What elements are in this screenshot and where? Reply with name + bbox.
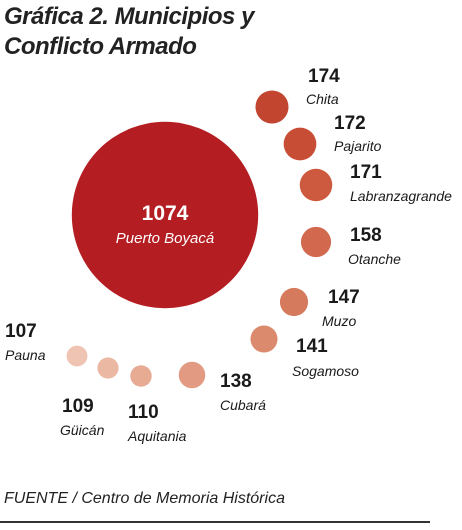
value-label: 1074: [142, 202, 189, 225]
bubble: [300, 226, 332, 258]
category-label: Chita: [306, 91, 339, 107]
bubble: [130, 365, 152, 387]
bubble: [283, 127, 317, 161]
value-label: 141: [296, 336, 328, 357]
category-label: Otanche: [348, 251, 401, 267]
rule: [0, 521, 430, 523]
value-label: 158: [350, 225, 382, 246]
value-label: 107: [5, 321, 37, 342]
bubble: [250, 325, 278, 353]
bubble: [97, 357, 119, 379]
value-label: 109: [62, 396, 94, 417]
bubble: [178, 361, 206, 389]
bubble: [71, 121, 259, 309]
value-label: 174: [308, 66, 340, 87]
category-label: Sogamoso: [292, 363, 359, 379]
category-label: Labranzagrande: [350, 188, 452, 204]
value-label: 172: [334, 113, 366, 134]
category-label: Güicán: [60, 422, 105, 438]
category-label: Muzo: [322, 313, 356, 329]
category-label: Aquitania: [127, 428, 187, 444]
value-label: 138: [220, 371, 252, 392]
category-label: Pauna: [5, 347, 46, 363]
category-label: Puerto Boyacá: [116, 230, 214, 247]
bubble: [299, 168, 333, 202]
chart-title: Gráfica 2. Municipios y Conflicto Armado: [4, 3, 254, 60]
value-label: 110: [128, 402, 159, 423]
bubble: [255, 90, 289, 124]
value-label: 147: [328, 287, 360, 308]
source: FUENTE / Centro de Memoria Histórica: [4, 490, 285, 507]
category-label: Cubará: [220, 397, 266, 413]
bubble: [279, 287, 309, 317]
bubble: [66, 345, 88, 367]
category-label: Pajarito: [334, 138, 382, 154]
value-label: 171: [350, 162, 382, 183]
